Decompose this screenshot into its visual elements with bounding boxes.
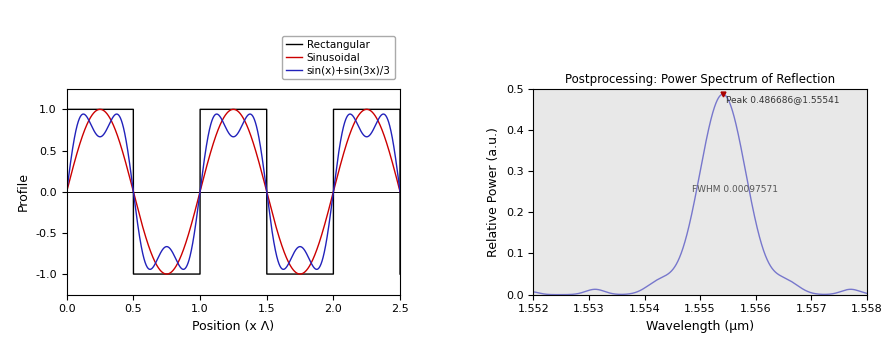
sin(x)+sin(3x)/3 bbox=[127, 179, 138, 184]
X-axis label: Position (x Λ): Position (x Λ) bbox=[192, 320, 275, 333]
Sinusoidal bbox=[127, 185, 138, 189]
Sinusoidal bbox=[95, 107, 106, 111]
sin(x)+sin(3x)/3 bbox=[224, 132, 235, 137]
Sinusoidal bbox=[76, 140, 86, 144]
sin(x)+sin(3x)/3 bbox=[76, 114, 86, 119]
X-axis label: Wavelength (μm): Wavelength (μm) bbox=[646, 320, 754, 333]
Sinusoidal bbox=[162, 272, 172, 276]
Rectangular bbox=[395, 272, 405, 276]
Rectangular bbox=[81, 107, 92, 111]
Sinusoidal bbox=[63, 184, 74, 188]
sin(x)+sin(3x)/3 bbox=[61, 190, 72, 194]
Rectangular bbox=[128, 272, 139, 276]
Legend: Rectangular, Sinusoidal, sin(x)+sin(3x)/3: Rectangular, Sinusoidal, sin(x)+sin(3x)/… bbox=[282, 36, 395, 80]
sin(x)+sin(3x)/3 bbox=[378, 112, 388, 116]
Line: Rectangular: Rectangular bbox=[67, 109, 400, 274]
sin(x)+sin(3x)/3 bbox=[377, 112, 388, 116]
Y-axis label: Relative Power (a.u.): Relative Power (a.u.) bbox=[487, 127, 501, 257]
Line: Sinusoidal: Sinusoidal bbox=[67, 109, 400, 274]
Rectangular bbox=[224, 107, 235, 111]
sin(x)+sin(3x)/3 bbox=[63, 178, 74, 182]
sin(x)+sin(3x)/3 bbox=[81, 114, 92, 119]
Rectangular bbox=[76, 107, 86, 111]
Text: FWHM 0.00097571: FWHM 0.00097571 bbox=[693, 185, 778, 195]
sin(x)+sin(3x)/3 bbox=[395, 190, 405, 194]
Sinusoidal bbox=[224, 108, 235, 113]
Rectangular bbox=[127, 107, 138, 111]
Title: Postprocessing: Power Spectrum of Reflection: Postprocessing: Power Spectrum of Reflec… bbox=[565, 73, 835, 86]
Sinusoidal bbox=[81, 123, 92, 127]
Rectangular bbox=[377, 107, 388, 111]
Text: Peak 0.486686@1.55541: Peak 0.486686@1.55541 bbox=[725, 95, 839, 104]
Sinusoidal bbox=[395, 190, 405, 194]
Y-axis label: Profile: Profile bbox=[17, 172, 29, 211]
Sinusoidal bbox=[61, 190, 72, 194]
Sinusoidal bbox=[377, 129, 388, 133]
Line: sin(x)+sin(3x)/3: sin(x)+sin(3x)/3 bbox=[67, 114, 400, 269]
sin(x)+sin(3x)/3 bbox=[145, 267, 156, 272]
Rectangular bbox=[61, 107, 72, 111]
Rectangular bbox=[63, 107, 74, 111]
